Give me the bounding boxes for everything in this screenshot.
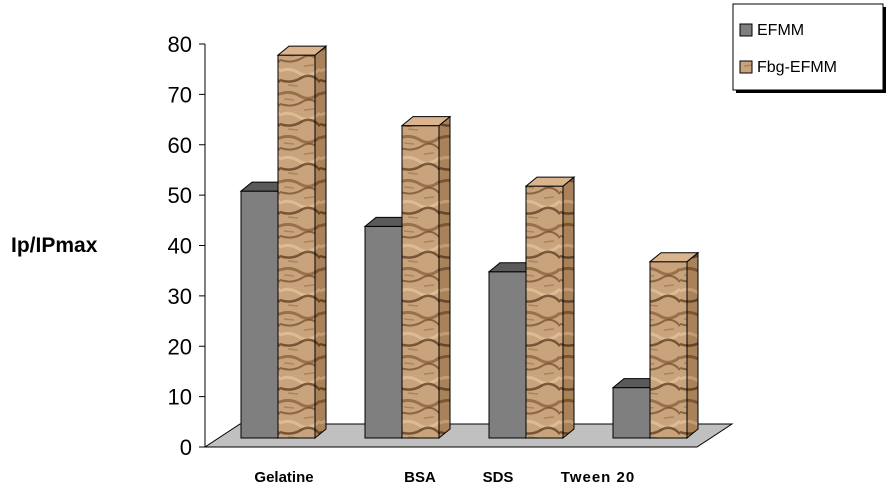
bar-fbg-efmm-2 (524, 176, 576, 440)
bar-top-face (648, 252, 700, 263)
bar-front-face (277, 54, 316, 439)
bar-front-face (364, 225, 403, 439)
y-tick-label: 10 (168, 385, 192, 410)
bar-top-face (400, 116, 452, 127)
y-tick-label: 70 (168, 82, 192, 107)
y-tick-label: 80 (168, 32, 192, 57)
bar-front-face (649, 261, 688, 439)
legend-label-efmm: EFMM (757, 22, 804, 39)
category-label: BSA (404, 469, 436, 486)
bar-fbg-efmm-3 (648, 251, 700, 440)
legend-swatch-fbg-efmm (739, 60, 753, 74)
legend-label-fbg-efmm: Fbg-EFMM (757, 59, 837, 76)
y-tick-label: 0 (180, 435, 192, 460)
bar-side-face (314, 45, 327, 440)
category-label: Tween 20 (561, 469, 635, 486)
category-label: Gelatine (254, 469, 313, 486)
bar-side-face (562, 176, 575, 440)
category-labels: Gelatine BSA SDS Tween 20 (254, 469, 635, 486)
legend-swatch-efmm (739, 23, 753, 37)
bar-fbg-efmm-0 (276, 45, 328, 440)
category-label: SDS (483, 469, 514, 486)
bar-front-face (525, 185, 564, 439)
legend: EFMM Fbg-EFMM (732, 3, 886, 93)
bar-group (239, 45, 700, 440)
y-tick-label: 60 (168, 133, 192, 158)
bar-side-face (686, 251, 699, 440)
chart-floor (203, 423, 734, 448)
bar-side-face (438, 115, 451, 440)
y-tick-label: 40 (168, 234, 192, 259)
y-tick-label: 20 (168, 334, 192, 359)
y-tick-label: 30 (168, 284, 192, 309)
bar-front-face (488, 271, 527, 439)
bar-front-face (401, 125, 440, 439)
y-axis-ticks: 0 10 20 30 40 50 60 70 80 (168, 32, 205, 460)
legend-box (732, 3, 884, 91)
y-axis-label: Ip/IPmax (11, 234, 98, 257)
bar-front-face (612, 387, 651, 439)
y-tick-label: 50 (168, 183, 192, 208)
bar-top-face (524, 176, 576, 187)
bar-fbg-efmm-1 (400, 115, 452, 440)
bar-front-face (240, 190, 279, 439)
bar-top-face (276, 45, 328, 56)
